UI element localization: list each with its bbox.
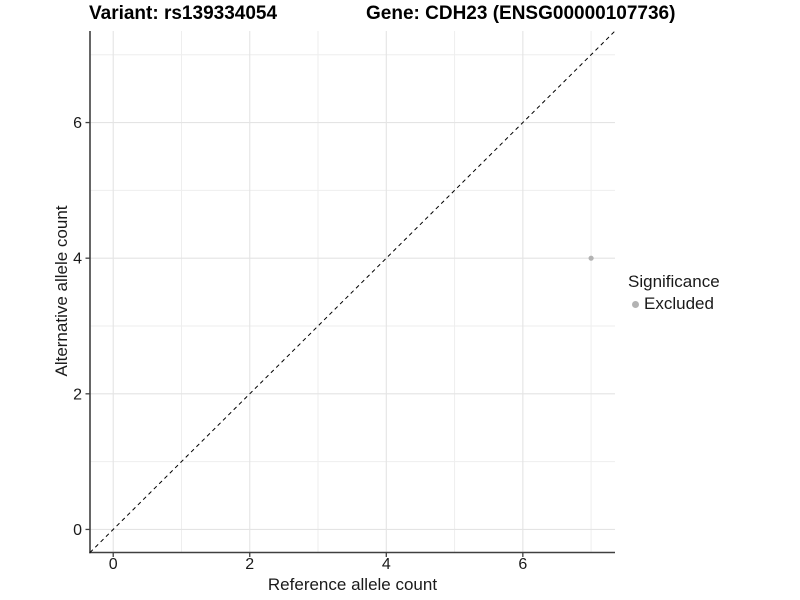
y-axis-title: Alternative allele count xyxy=(52,205,71,377)
y-tick-label: 2 xyxy=(73,386,82,403)
y-tick-label: 0 xyxy=(73,522,82,539)
x-tick-label: 4 xyxy=(382,556,391,573)
legend-title: Significance xyxy=(628,272,720,291)
x-tick-label: 2 xyxy=(245,556,254,573)
x-axis-title: Reference allele count xyxy=(267,575,438,594)
x-tick-label: 0 xyxy=(109,556,118,573)
legend: Significance Excluded xyxy=(628,272,720,314)
plot-title-gene: Gene: CDH23 (ENSG00000107736) xyxy=(366,3,676,24)
legend-item-label: Excluded xyxy=(644,294,714,313)
data-point xyxy=(588,255,594,261)
identity-line xyxy=(89,30,616,553)
y-tick-label: 4 xyxy=(73,251,82,268)
x-tick-label: 6 xyxy=(518,556,527,573)
y-tick-label: 6 xyxy=(73,115,82,132)
legend-point-icon xyxy=(632,300,639,308)
legend-item-excluded: Excluded xyxy=(632,294,720,314)
plot-title-variant: Variant: rs139334054 xyxy=(89,3,278,24)
